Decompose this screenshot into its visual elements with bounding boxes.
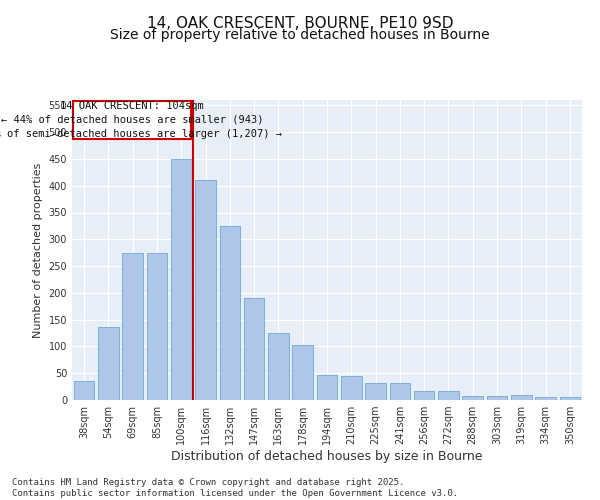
Text: Contains HM Land Registry data © Crown copyright and database right 2025.
Contai: Contains HM Land Registry data © Crown c… — [12, 478, 458, 498]
Bar — [535, 398, 556, 400]
Bar — [244, 298, 265, 400]
Bar — [171, 159, 191, 400]
Bar — [438, 392, 459, 400]
Bar — [341, 376, 362, 400]
Text: Size of property relative to detached houses in Bourne: Size of property relative to detached ho… — [110, 28, 490, 42]
Bar — [511, 395, 532, 400]
Bar — [365, 383, 386, 400]
Bar — [122, 252, 143, 400]
Bar — [98, 326, 119, 400]
Text: 14, OAK CRESCENT, BOURNE, PE10 9SD: 14, OAK CRESCENT, BOURNE, PE10 9SD — [147, 16, 453, 31]
Bar — [487, 396, 508, 400]
Y-axis label: Number of detached properties: Number of detached properties — [33, 162, 43, 338]
FancyBboxPatch shape — [73, 101, 191, 138]
Bar — [463, 396, 483, 400]
Bar — [195, 180, 216, 400]
Bar — [220, 226, 240, 400]
Bar — [317, 375, 337, 400]
Bar — [146, 252, 167, 400]
Bar — [74, 381, 94, 400]
Bar — [414, 391, 434, 400]
Bar — [560, 398, 580, 400]
Text: 14 OAK CRESCENT: 104sqm
← 44% of detached houses are smaller (943)
56% of semi-d: 14 OAK CRESCENT: 104sqm ← 44% of detache… — [0, 101, 283, 139]
X-axis label: Distribution of detached houses by size in Bourne: Distribution of detached houses by size … — [171, 450, 483, 463]
Bar — [389, 383, 410, 400]
Bar — [268, 333, 289, 400]
Bar — [292, 345, 313, 400]
